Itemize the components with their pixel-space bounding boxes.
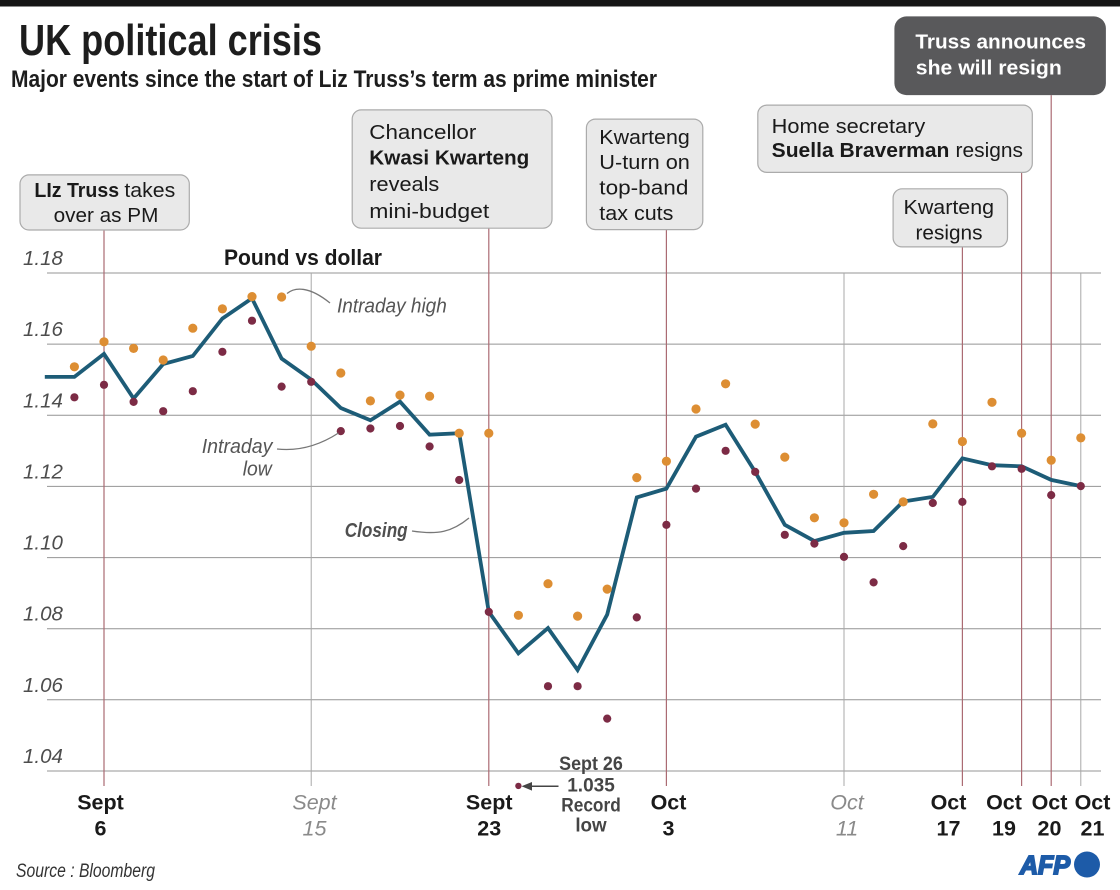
svg-text:1.10: 1.10 <box>23 532 63 555</box>
svg-text:Oct: Oct <box>830 791 864 815</box>
svg-text:Oct: Oct <box>1032 791 1068 815</box>
svg-text:3: 3 <box>663 817 675 841</box>
svg-text:Kwarteng: Kwarteng <box>599 127 690 149</box>
svg-text:AFP: AFP <box>1019 850 1071 880</box>
svg-text:Sept: Sept <box>466 791 513 815</box>
svg-text:tax cuts: tax cuts <box>599 203 673 225</box>
svg-text:reveals: reveals <box>369 174 439 196</box>
svg-text:23: 23 <box>477 817 501 841</box>
svg-text:1.18: 1.18 <box>23 247 63 270</box>
svg-text:top-band: top-band <box>599 178 688 200</box>
svg-text:Truss announces: Truss announces <box>915 32 1086 54</box>
svg-text:1.16: 1.16 <box>23 318 63 341</box>
svg-text:Sept 26: Sept 26 <box>559 754 623 775</box>
svg-text:UK political crisis: UK political crisis <box>19 16 322 65</box>
svg-text:Major events since the start o: Major events since the start of Liz Trus… <box>11 66 657 93</box>
svg-text:resigns: resigns <box>916 222 983 244</box>
svg-text:Intraday high: Intraday high <box>337 296 447 318</box>
svg-text:19: 19 <box>992 817 1016 841</box>
svg-text:Chancellor: Chancellor <box>369 122 476 144</box>
svg-text:over as PM: over as PM <box>54 205 159 227</box>
svg-text:Pound vs dollar: Pound vs dollar <box>224 245 382 270</box>
svg-text:she will resign: she will resign <box>916 58 1062 80</box>
svg-text:U-turn on: U-turn on <box>599 152 690 174</box>
svg-text:takes: takes <box>124 180 175 202</box>
svg-text:Oct: Oct <box>651 791 687 815</box>
svg-text:Sept: Sept <box>77 791 124 815</box>
svg-text:1.06: 1.06 <box>23 674 63 697</box>
svg-text:Sept: Sept <box>292 791 337 815</box>
svg-text:low: low <box>575 815 607 836</box>
svg-text:Oct: Oct <box>1075 791 1111 815</box>
svg-text:20: 20 <box>1038 817 1062 841</box>
svg-text:mini-budget: mini-budget <box>369 201 489 223</box>
svg-text:1.035: 1.035 <box>567 775 615 796</box>
svg-text:11: 11 <box>836 817 858 841</box>
svg-text:Closing: Closing <box>345 520 408 542</box>
svg-text:Intraday: Intraday <box>202 436 274 458</box>
svg-text:Record: Record <box>561 795 621 816</box>
svg-text:Oct: Oct <box>931 791 967 815</box>
svg-text:1.04: 1.04 <box>23 745 63 768</box>
svg-text:6: 6 <box>95 817 107 841</box>
svg-text:15: 15 <box>303 817 328 841</box>
svg-text:17: 17 <box>937 817 961 841</box>
svg-text:Home secretary: Home secretary <box>772 116 926 138</box>
svg-text:low: low <box>243 458 273 480</box>
svg-text:Suella Braverman: Suella Braverman <box>772 140 950 162</box>
svg-text:resigns: resigns <box>956 140 1024 162</box>
svg-text:1.12: 1.12 <box>23 460 63 483</box>
svg-text:Kwarteng: Kwarteng <box>904 197 995 219</box>
svg-text:1.14: 1.14 <box>23 389 63 412</box>
svg-text:Kwasi Kwarteng: Kwasi Kwarteng <box>369 147 529 169</box>
svg-text:21: 21 <box>1081 817 1105 841</box>
svg-text:1.08: 1.08 <box>23 603 63 626</box>
svg-text:LIz Truss: LIz Truss <box>34 180 119 202</box>
svg-text:Oct: Oct <box>986 791 1022 815</box>
svg-text:Source : Bloomberg: Source : Bloomberg <box>16 861 155 882</box>
